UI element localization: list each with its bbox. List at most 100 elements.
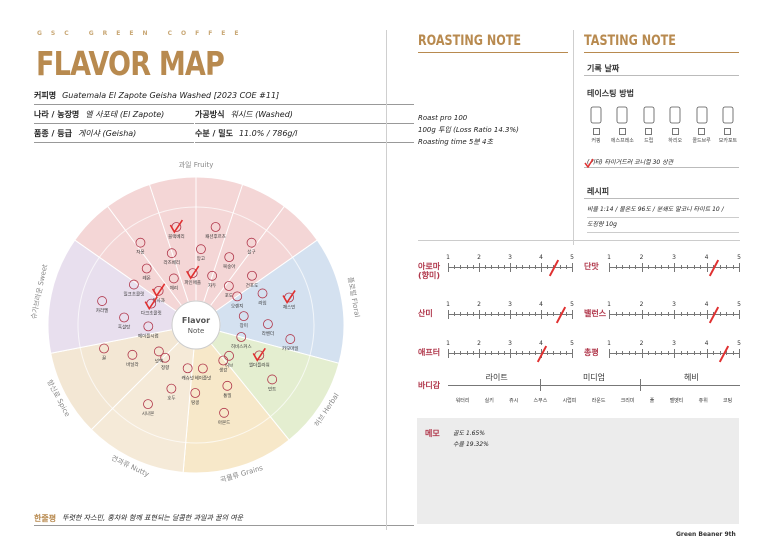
scale-tick-label: 2 — [639, 340, 644, 347]
method-option[interactable]: 커핑 — [584, 104, 608, 144]
wheel-category-label: 슈가브라운 Sweet — [29, 263, 49, 320]
scale-tick-label: 3 — [672, 301, 676, 308]
roasting-underline — [418, 52, 568, 53]
method-option[interactable]: 하리오 — [663, 104, 687, 144]
scale-tick — [628, 312, 630, 316]
scale-tick-label: 5 — [570, 340, 574, 347]
flavor-item-icon — [127, 349, 138, 360]
body-option[interactable]: 시럽피 — [562, 398, 577, 404]
flavor-item-icon — [232, 291, 243, 302]
flavor-item-icon — [210, 222, 221, 232]
scale-tick — [522, 312, 524, 316]
flavor-item-label: 청사과 — [152, 297, 164, 304]
scale-tick — [497, 312, 499, 316]
memo-line: 골도 1.65% — [453, 430, 486, 437]
flavor-item-label: 땅콩 — [191, 399, 199, 406]
scale-tick — [706, 263, 708, 272]
flavor-item-label: 엘더플라워 — [249, 361, 270, 368]
scale-tick — [522, 351, 524, 355]
rating-scale[interactable]: 1 2 3 4 5 — [446, 340, 574, 363]
method-checkbox[interactable] — [724, 128, 732, 135]
body-option[interactable]: 벨벳티 — [669, 398, 684, 404]
scale-mark-icon — [555, 306, 566, 324]
method-option[interactable]: 콜드브루 — [690, 104, 714, 144]
body-option[interactable]: 쥬시 — [509, 398, 519, 404]
info-country-value: 엘 사포테 (El Zapote) — [85, 110, 165, 119]
scale-tick — [615, 312, 617, 316]
method-line — [584, 167, 739, 168]
method-checkbox[interactable] — [618, 128, 626, 135]
body-option[interactable]: 크리미 — [620, 398, 635, 404]
info-variety-value: 게이샤 (Geisha) — [77, 129, 137, 138]
scale-tick — [528, 351, 530, 355]
scale-mark-icon — [708, 306, 720, 324]
flavor-item-label: 자몽 — [136, 249, 144, 256]
scale-tick — [654, 265, 656, 269]
method-option[interactable]: 에스프레소 — [610, 104, 634, 144]
body-option[interactable]: 실키 — [484, 398, 494, 404]
rating-scale[interactable]: 1 2 3 4 5 — [446, 254, 574, 277]
scale-tick-label: 4 — [704, 254, 709, 261]
scale-tick — [641, 349, 643, 358]
body-option[interactable]: 워터리 — [455, 398, 470, 404]
scale-tick-label: 5 — [737, 301, 741, 308]
body-group-light: 라이트 — [485, 373, 508, 382]
recipe-line: 도징량 10g — [587, 218, 739, 233]
flavor-item-label: 라벤더 — [262, 330, 274, 337]
wheel-subdivider — [107, 205, 183, 307]
rating-scale[interactable]: 1 2 3 4 5 — [607, 301, 741, 324]
roasting-notes: Roast pro 100 100g 투입 (Loss Ratio 14.3%)… — [418, 112, 519, 148]
flavor-item-label: 시나몬 — [142, 410, 154, 417]
rating-scale[interactable]: 1 2 3 4 5 — [607, 254, 741, 277]
scale-tick-label: 3 — [508, 340, 512, 347]
scale-label: 단맛 — [584, 262, 599, 271]
scale-tick-label: 3 — [508, 301, 512, 308]
scale-tick — [466, 351, 468, 355]
scale-tick — [674, 349, 675, 358]
method-checkbox[interactable] — [698, 128, 706, 135]
scale-tick — [667, 265, 669, 269]
rating-scale[interactable]: 1 2 3 4 5 — [607, 340, 741, 363]
method-checkbox[interactable] — [592, 128, 600, 135]
method-label: 에스프레소 — [610, 138, 634, 144]
scale-tick — [448, 263, 449, 272]
scale-tick — [466, 265, 468, 269]
scale-tick — [516, 351, 518, 355]
flavor-item-label: 레몬 — [143, 275, 151, 282]
body-sep-1 — [540, 379, 541, 391]
scale-label: 총평 — [584, 348, 599, 357]
scale-tick — [635, 351, 636, 355]
method-checkbox[interactable] — [645, 128, 653, 135]
scale-tick — [460, 312, 462, 316]
roasting-heading: ROASTING NOTE — [418, 33, 522, 49]
flavor-item-label: 라즈베리 — [164, 259, 181, 266]
body-groups: 라이트 미디엄 헤비 — [448, 372, 740, 383]
scale-tick-label: 1 — [446, 301, 450, 308]
method-option[interactable]: 드립 — [637, 104, 661, 144]
body-option[interactable]: 쥬위 — [698, 398, 708, 404]
body-option[interactable]: 코팅 — [723, 398, 733, 404]
flavor-check-icon — [151, 283, 166, 298]
scale-tick — [503, 265, 505, 269]
method-option[interactable]: 모카포트 — [716, 104, 740, 144]
flavor-item-icon — [166, 383, 177, 394]
scale-tick — [648, 351, 649, 355]
body-option[interactable]: 풀 — [649, 398, 655, 404]
rating-scale[interactable]: 1 2 3 4 5 — [446, 301, 574, 324]
scale-tick — [635, 312, 636, 316]
wheel-subdivider — [148, 184, 189, 303]
method-checkbox[interactable] — [671, 128, 679, 135]
body-option[interactable]: 라운드 — [591, 398, 606, 404]
memo-label: 메모 — [425, 429, 440, 438]
tasting-heading: TASTING NOTE — [584, 33, 676, 49]
body-option[interactable]: 스무스 — [533, 398, 548, 404]
scale-tick — [654, 351, 656, 355]
method-icon — [643, 106, 655, 124]
recipe-text: 비율 1:14 / 물온도 96도 / 분쇄도 말코니 타이트 10 / 도징량… — [587, 203, 739, 233]
info-variety-key: 품종 / 등급 — [34, 129, 72, 138]
flavor-item-icon — [168, 273, 179, 284]
scale-tick — [674, 310, 675, 319]
scale-tick — [454, 312, 456, 316]
method-label: 커핑 — [591, 138, 601, 144]
scale-tick — [497, 265, 499, 269]
